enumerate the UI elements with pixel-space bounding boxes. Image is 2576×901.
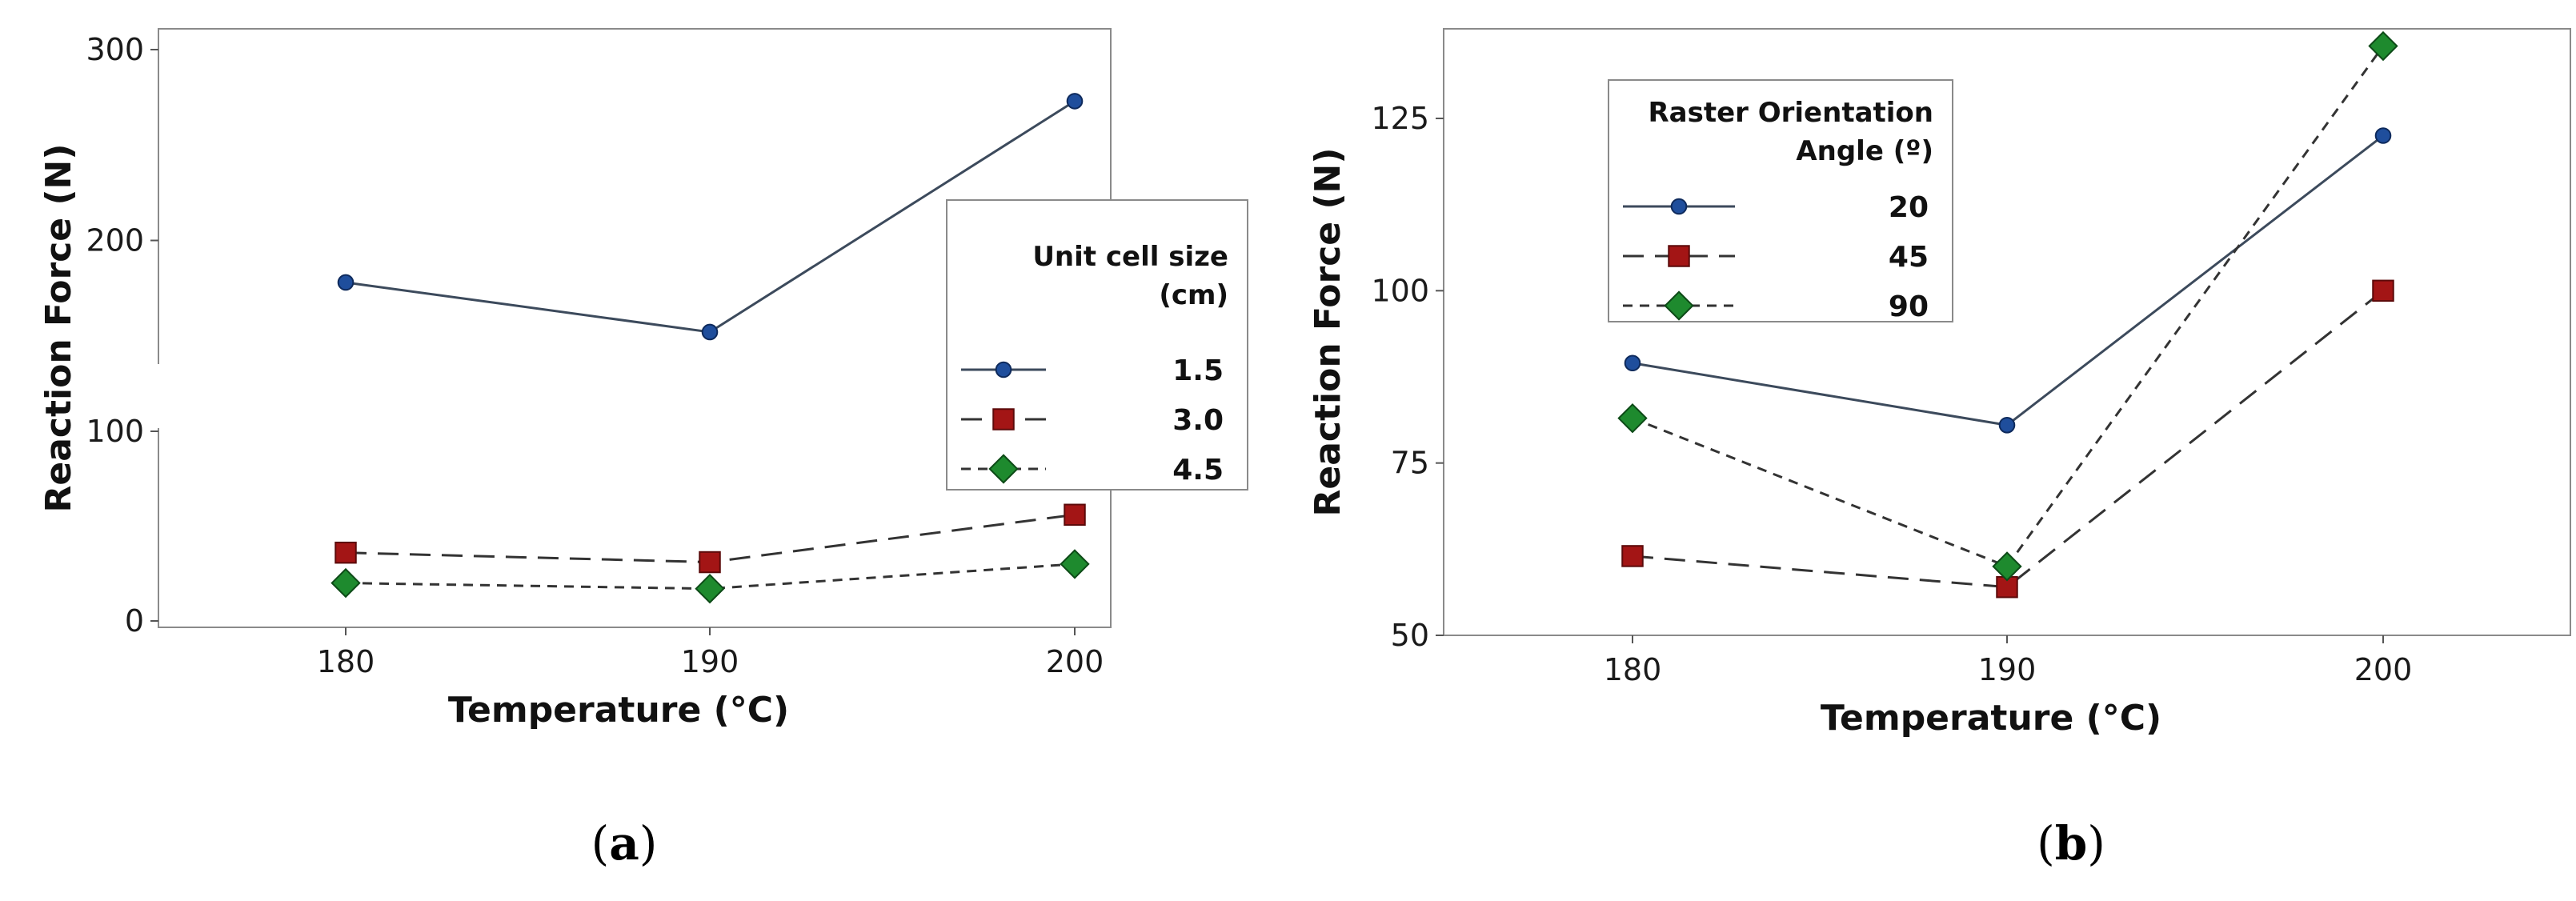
legend-label-1.5: 1.5: [1172, 354, 1224, 387]
data-point-4.5-180: [331, 567, 361, 599]
data-point-45-200: [2372, 279, 2394, 302]
y-axis-label: Reaction Force (N): [38, 144, 79, 513]
x-tick-label: 200: [1046, 644, 1104, 679]
data-point-3.0-200: [1064, 503, 1086, 527]
y-tick-label: 75: [1391, 446, 1429, 481]
y-tick-label: 100: [1371, 273, 1429, 308]
data-point-45-180: [1621, 545, 1644, 567]
data-point-1.5-180: [337, 274, 355, 291]
legend-marker-20: [1670, 198, 1688, 215]
data-point-4.5-200: [1060, 549, 1090, 579]
x-axis-label: Temperature (°C): [1821, 698, 2161, 739]
x-tick-label: 190: [681, 644, 739, 679]
legend-box: [946, 199, 1248, 491]
data-point-20-200: [2374, 127, 2392, 144]
legend-title: Unit cell size: [1032, 241, 1228, 273]
x-tick-label: 200: [2354, 652, 2413, 687]
data-point-4.5-190: [695, 574, 725, 604]
legend-title: Angle (º): [1796, 135, 1933, 167]
data-point-20-190: [1998, 416, 2016, 434]
x-tick-label: 180: [317, 644, 375, 679]
legend-label-4.5: 4.5: [1172, 454, 1224, 487]
y-axis-label: Reaction Force (N): [1308, 148, 1348, 517]
series-line-90: [1632, 45, 2385, 568]
x-axis-label: Temperature (°C): [448, 690, 789, 731]
panel-label: (b): [2037, 816, 2105, 871]
data-point-1.5-200: [1066, 93, 1084, 110]
legend-label-20: 20: [1889, 191, 1929, 224]
x-tick-label: 180: [1604, 652, 1662, 687]
data-point-90-180: [1617, 403, 1648, 434]
data-point-1.5-190: [701, 323, 719, 341]
chart-panel-a: 0 100 200 300 180 190 200 Temperature (°C) React…: [38, 28, 1248, 871]
legend-marker-90: [1664, 290, 1694, 321]
legend-marker-1.5: [995, 361, 1012, 378]
legend-title: (cm): [1159, 279, 1228, 311]
data-point-3.0-180: [335, 541, 357, 564]
legend-title: Raster Orientation: [1648, 97, 1933, 129]
y-tick-label: 125: [1371, 101, 1429, 136]
legend: Raster Orientation Angle (º) 20 45 90: [1608, 79, 1953, 323]
legend-marker-3.0: [992, 408, 1015, 430]
y-tick-label: 0: [125, 603, 144, 639]
axis-break: [154, 364, 166, 428]
chart-panel-b: 50 75 100 125 180 190 200 Temperature (°C) React…: [1308, 28, 2571, 871]
series-line-45: [1632, 290, 2384, 589]
legend-marker-45: [1668, 245, 1690, 267]
panel-label: (a): [591, 816, 658, 871]
legend-label-45: 45: [1889, 241, 1929, 274]
legend-label-90: 90: [1889, 290, 1929, 323]
y-tick-label: 300: [86, 32, 144, 67]
legend: Unit cell size (cm) 1.5 3.0 4.5: [946, 199, 1248, 491]
data-point-3.0-190: [699, 551, 721, 574]
series-line-4.5: [345, 563, 1076, 591]
y-tick-label: 50: [1391, 618, 1429, 653]
data-point-90-200: [2368, 30, 2398, 62]
data-point-90-190: [1992, 551, 2022, 582]
legend-box: [1608, 79, 1953, 322]
y-tick-label: 100: [86, 414, 144, 449]
legend-label-3.0: 3.0: [1172, 404, 1224, 437]
x-tick-label: 190: [1978, 652, 2037, 687]
data-point-20-180: [1624, 354, 1641, 372]
legend-marker-4.5: [988, 454, 1019, 484]
y-tick-label: 200: [86, 223, 144, 258]
